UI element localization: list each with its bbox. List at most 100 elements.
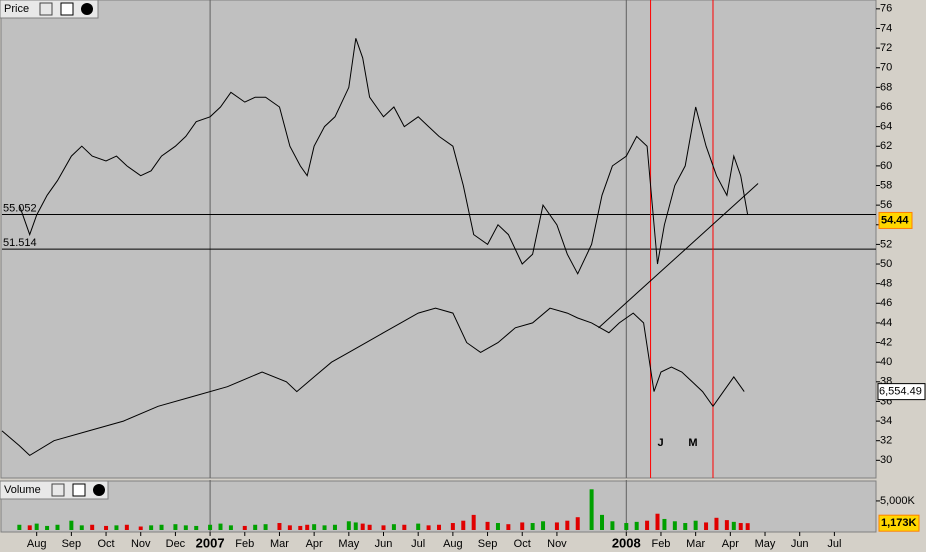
y-tick-label: 58 [880,179,892,191]
volume-title: Volume [4,484,41,496]
volume-bar [242,525,247,530]
volume-bar [124,524,129,530]
volume-bar [714,517,719,530]
volume-panel [0,480,877,533]
volume-bar [45,525,50,530]
y-tick-label: 42 [880,336,892,348]
volume-bar [90,524,95,530]
x-tick-label: Apr [722,538,739,550]
x-tick-label: Nov [131,538,151,550]
settings-icon[interactable] [39,2,53,16]
y-tick-label: 68 [880,81,892,93]
price-title: Price [4,3,29,15]
volume-bar [312,524,317,530]
maximize-icon[interactable] [72,483,86,497]
volume-bar [104,525,109,530]
x-tick-label: 2007 [196,535,225,550]
volume-bar [149,525,154,530]
x-tick-label: Jun [375,538,393,550]
volume-bar [298,525,303,530]
volume-bar [34,523,39,530]
volume-bar [159,524,164,530]
x-tick-label: Sep [62,538,82,550]
volume-bar [253,524,258,530]
volume-bar [745,523,750,530]
marker-label: J [658,437,664,449]
volume-bar [360,523,365,530]
x-tick-label: Sep [478,538,498,550]
volume-bar [194,525,199,530]
volume-bar [662,518,667,530]
x-tick-label: Feb [651,538,670,550]
y-tick-label: 52 [880,238,892,250]
price-line [18,38,749,275]
volume-bar [693,520,698,530]
volume-bar [114,525,119,530]
volume-bar [79,525,84,530]
maximize-icon[interactable] [60,2,74,16]
volume-bar [416,523,421,530]
volume-bar [173,524,178,530]
volume-bar [495,523,500,530]
last-volume-label: 1,173K [881,517,917,529]
volume-bar [575,517,580,530]
y-tick-label: 50 [880,258,892,270]
volume-bar [391,524,396,530]
volume-bar [402,524,407,530]
last-price-label: 54.44 [881,214,909,226]
volume-bar [506,524,511,530]
y-tick-label: 62 [880,140,892,152]
volume-bar [610,521,615,530]
y-tick-label: 66 [880,101,892,113]
volume-bar [277,523,282,530]
x-tick-label: Oct [514,538,531,550]
x-tick-label: Apr [306,538,323,550]
volume-bar [287,525,292,530]
volume-bar [461,520,466,530]
volume-bar [731,521,736,530]
volume-bar [381,525,386,530]
y-tick-label: 72 [880,42,892,54]
volume-bar [683,523,688,530]
volume-bar [600,514,605,530]
volume-bar [138,526,143,530]
volume-bar [471,514,476,530]
volume-bar [530,523,535,530]
volume-bar [541,521,546,530]
volume-bar [437,524,441,530]
volume-bar [69,520,74,530]
x-tick-label: Nov [547,538,567,550]
x-tick-label: Mar [686,538,705,550]
y-tick-label: 64 [880,121,892,133]
volume-bar [672,521,677,530]
x-tick-label: Jul [411,538,425,550]
marker-label: M [688,437,697,449]
close-icon[interactable] [93,484,105,496]
last-index-label: 6,554.49 [879,386,922,398]
y-tick-label: 32 [880,435,892,447]
volume-bar [263,524,268,530]
volume-bar [305,524,310,530]
x-tick-label: Feb [235,538,254,550]
settings-icon[interactable] [51,483,65,497]
volume-bar [346,521,351,530]
x-tick-label: May [338,538,359,550]
y-tick-label: 60 [880,160,892,172]
volume-bar [655,513,660,530]
y-tick-label: 34 [880,415,892,427]
volume-bar [218,523,223,530]
volume-bar [426,525,431,530]
volume-bar [645,520,650,530]
x-tick-label: 2008 [612,535,641,550]
y-tick-label: 70 [880,62,892,74]
y-tick-label: 40 [880,356,892,368]
close-icon[interactable] [81,3,93,15]
y-tick-label: 46 [880,297,892,309]
horizontal-line-label: 51.514 [3,237,37,249]
x-tick-label: Aug [27,538,47,550]
volume-tick-label: 5,000K [880,495,916,507]
volume-bar [738,523,743,530]
x-tick-label: Aug [443,538,463,550]
volume-bar [322,525,327,530]
